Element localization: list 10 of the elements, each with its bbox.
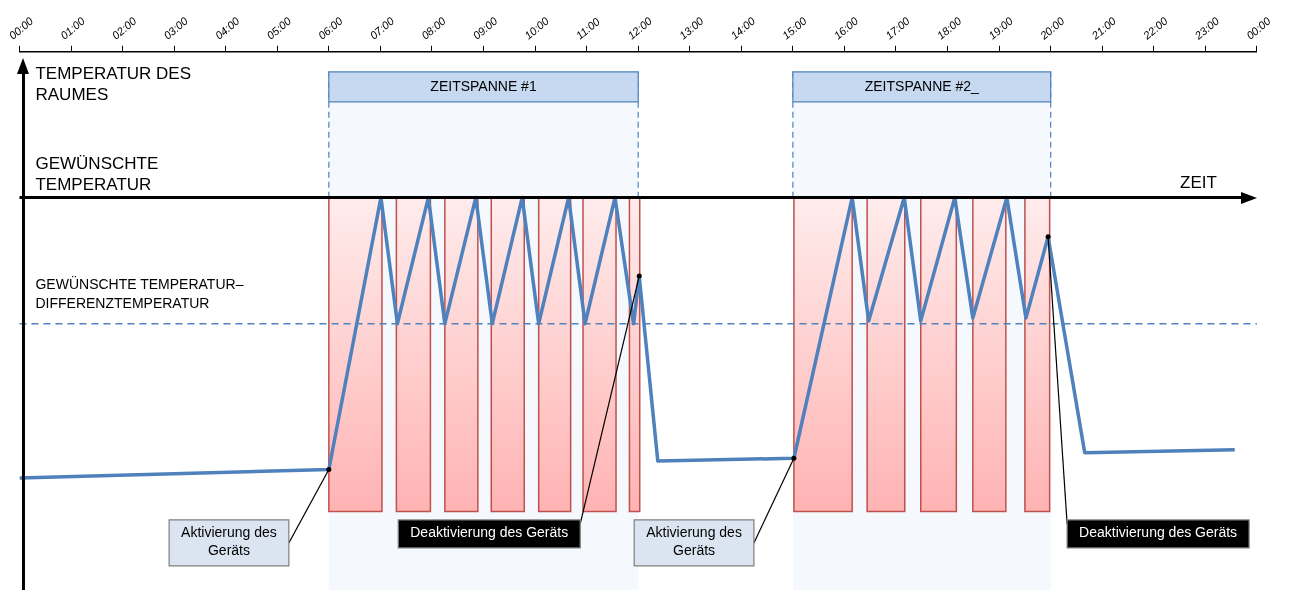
y-axis-title: TEMPERATUR DES RAUMES [35, 63, 192, 104]
band-label: ZEITSPANNE #1 [430, 77, 537, 94]
annotation: Aktivierung des Geräts [181, 523, 277, 558]
annotation: Aktivierung des Geräts [646, 523, 742, 558]
ref-line-label: GEWÜNSCHTE TEMPERATUR–DIFFERENZTEMPERATUR [35, 274, 244, 311]
annotation: Deaktivierung des Geräts [1079, 523, 1238, 540]
x-axis-title: ZEIT [1180, 172, 1217, 192]
annotation: Deaktivierung des Geräts [410, 523, 569, 540]
text: GEWÜNSCHTE TEMPERATUR [35, 153, 159, 194]
band-label: ZEITSPANNE #2_ [864, 77, 980, 94]
